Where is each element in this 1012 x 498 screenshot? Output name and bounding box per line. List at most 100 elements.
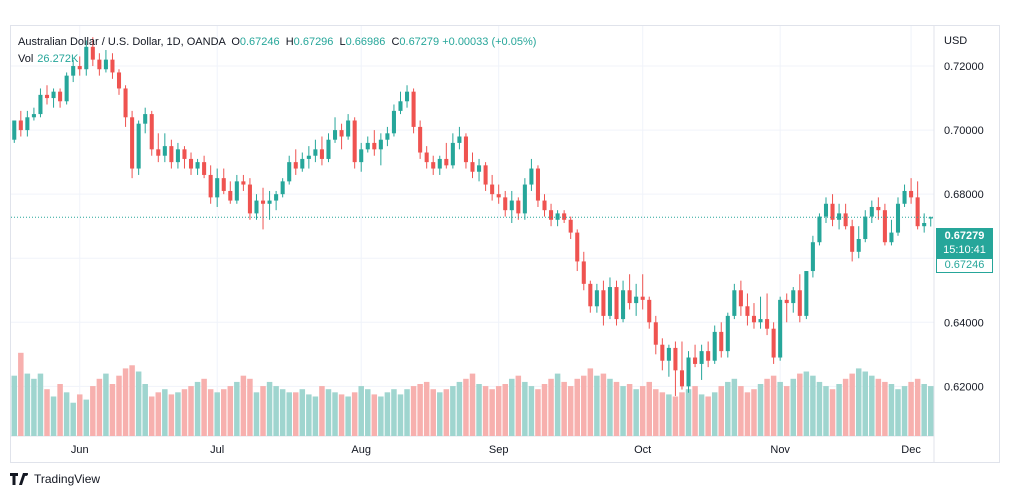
volume-bar xyxy=(581,375,587,436)
candle-body xyxy=(38,94,43,115)
volume-bar xyxy=(423,381,430,436)
volume-bar xyxy=(194,381,201,436)
volume-bar xyxy=(509,378,515,436)
candle-body xyxy=(719,331,724,352)
candle-body xyxy=(516,200,521,214)
volume-bar xyxy=(587,368,594,436)
candle-body xyxy=(287,162,292,182)
candle-body xyxy=(679,370,685,387)
volume-bar xyxy=(358,386,364,436)
low-label: L xyxy=(339,36,346,48)
volume-bar xyxy=(247,378,253,436)
candle-body xyxy=(385,133,390,140)
candle-body xyxy=(431,162,436,169)
bar-countdown: 15:10:41 xyxy=(943,244,986,256)
candle-body xyxy=(601,290,606,316)
candle-body xyxy=(221,178,226,191)
volume-bar xyxy=(338,394,345,436)
volume-bar xyxy=(489,389,495,436)
candle-body xyxy=(810,242,815,272)
tradingview-logo-icon xyxy=(10,473,28,485)
volume-bar xyxy=(122,368,129,436)
volume-bar xyxy=(332,392,338,436)
volume-bar xyxy=(109,384,116,436)
volume-bar xyxy=(849,373,855,436)
volume-bar xyxy=(567,386,574,436)
candle-body xyxy=(732,290,737,316)
volume-bar xyxy=(600,373,607,436)
candle-body xyxy=(542,200,547,211)
volume-bar xyxy=(594,375,600,436)
candle-body xyxy=(575,232,580,262)
volume-bar xyxy=(476,384,482,436)
candle-body xyxy=(346,120,351,137)
volume-bar xyxy=(325,389,332,436)
tradingview-brand[interactable]: TradingView xyxy=(10,472,100,486)
volume-bar xyxy=(83,399,90,436)
volume-bar xyxy=(646,381,652,436)
volume-bar xyxy=(116,375,122,436)
volume-bar xyxy=(548,378,554,436)
volume-bar xyxy=(293,392,299,436)
candle-body xyxy=(470,162,475,172)
candle-body xyxy=(738,290,743,307)
volume-bar xyxy=(378,396,384,436)
candle-body xyxy=(673,347,678,371)
volume-bar xyxy=(927,386,934,436)
candle-body xyxy=(909,190,914,198)
candle-body xyxy=(562,213,567,220)
candle-body xyxy=(234,181,239,201)
candle-body xyxy=(195,162,200,169)
candle-body xyxy=(758,319,763,323)
volume-label: Vol xyxy=(18,53,34,65)
candle-body xyxy=(765,319,770,329)
candle-body xyxy=(771,328,776,358)
candle-body xyxy=(274,194,279,201)
volume-bar xyxy=(672,396,679,436)
candle-body xyxy=(496,194,501,198)
candle-body xyxy=(823,203,829,217)
volume-bar xyxy=(855,368,862,436)
candle-body xyxy=(319,149,324,159)
volume-bar xyxy=(11,375,18,436)
volume-bar xyxy=(679,392,685,436)
volume-bar xyxy=(522,381,528,436)
volume-bar xyxy=(391,389,397,436)
volume-bar xyxy=(96,378,103,436)
volume-bar xyxy=(188,386,194,436)
volume-bar xyxy=(613,381,620,436)
volume-bar xyxy=(653,389,659,436)
candle-body xyxy=(58,91,63,102)
volume-bar xyxy=(345,396,351,436)
candle-body xyxy=(804,271,809,316)
candle-body xyxy=(477,165,482,172)
volume-bar xyxy=(397,394,404,436)
candle-body xyxy=(686,357,691,387)
candle-body xyxy=(463,136,468,163)
currency-label: USD xyxy=(944,35,968,47)
candle-body xyxy=(778,299,783,358)
chart-legend: Australian Dollar / U.S. Dollar, 1D, OAN… xyxy=(18,36,536,48)
y-tick-label: 0.62000 xyxy=(944,381,984,393)
candle-body xyxy=(143,114,148,124)
volume-bar xyxy=(76,394,83,436)
candle-body xyxy=(457,136,462,143)
volume-bar xyxy=(862,371,869,436)
volume-bar xyxy=(129,365,135,436)
candle-body xyxy=(444,158,449,166)
volume-bar xyxy=(417,384,423,436)
volume-bar xyxy=(306,394,312,436)
volume-bar xyxy=(875,378,882,436)
volume-bar xyxy=(365,389,371,436)
volume-bar xyxy=(738,386,744,436)
last-price-tag: 0.67279 15:10:41 xyxy=(936,228,993,258)
candle-body xyxy=(647,299,652,323)
candle-body xyxy=(843,213,848,227)
candle-body xyxy=(640,296,645,300)
candle-body xyxy=(280,181,285,195)
x-tick-label: Jun xyxy=(71,444,89,456)
candle-body xyxy=(97,59,102,70)
candle-body xyxy=(882,210,887,243)
candle-body xyxy=(405,91,410,102)
